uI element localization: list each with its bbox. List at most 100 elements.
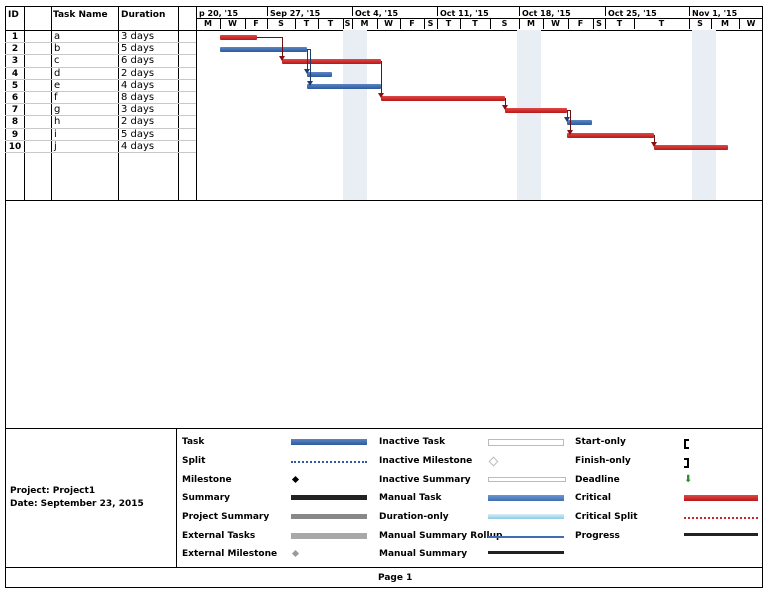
critical-split-legend-icon [684,517,758,519]
day-divider [343,18,344,29]
task-id[interactable]: 8 [11,117,19,128]
arrow-icon [378,93,384,98]
legend-label: Project Summary [182,512,270,522]
row-divider [5,42,196,44]
week-divider [519,6,520,16]
week-divider [352,6,353,16]
project-name: Project: Project1 [10,486,96,496]
day-label: M [527,19,535,28]
task-duration[interactable]: 5 days [121,128,155,140]
gantt-bar-c[interactable] [282,59,381,65]
dependency-link [257,37,283,58]
day-label: F [577,19,584,28]
task-duration[interactable]: 8 days [121,92,155,103]
finish-only-legend-icon [684,458,689,468]
task-id[interactable]: 1 [11,32,19,42]
project-summary-legend-icon [291,514,367,519]
week-label: Oct 25, '15 [608,9,657,18]
arrow-icon [279,56,285,62]
task-name[interactable]: a [54,31,61,42]
gantt-bar-b[interactable] [220,47,307,53]
day-divider [490,18,491,29]
day-divider [245,18,246,29]
row-divider [5,91,196,92]
legend-label: Inactive Summary [379,475,471,485]
day-divider [543,18,544,29]
dependency-link [567,110,571,131]
task-duration[interactable]: 2 days [121,116,155,128]
day-label: W [551,19,560,28]
gantt-bar-g[interactable] [505,108,567,114]
duration-column-header[interactable]: Duration [121,10,166,20]
gantt-bar-i[interactable] [567,132,654,138]
task-id[interactable]: 3 [11,56,19,67]
task-duration[interactable]: 4 days [121,79,155,91]
week-divider [267,6,268,16]
legend-label: Critical Split [575,512,638,522]
task-duration[interactable]: 6 days [121,55,155,67]
task-id[interactable]: 6 [11,93,19,103]
id-column-border [24,6,25,200]
legend-label: Inactive Task [379,437,446,447]
day-divider [568,18,569,29]
table-right-border [178,6,179,200]
day-label: S [596,19,602,28]
task-id[interactable]: 10 [8,141,22,152]
day-label: W [746,19,756,28]
arrow-icon [651,141,657,147]
arrow-icon [307,80,313,86]
task-duration[interactable]: 4 days [121,140,155,152]
day-label: S [344,19,351,28]
gantt-bar-h[interactable] [567,120,592,126]
day-label: T [472,19,478,28]
dependency-link [307,49,311,82]
summary-legend-icon [291,495,367,500]
task-id[interactable]: 2 [11,44,19,55]
task-id[interactable]: 9 [11,129,19,140]
arrow-icon [502,105,508,111]
task-duration[interactable]: 3 days [121,104,155,116]
id-column-header[interactable]: ID [8,10,19,20]
task-name[interactable]: d [54,67,61,79]
legend-label: Duration-only [379,512,449,522]
task-name[interactable]: h [54,116,61,128]
page-number: Page 1 [378,573,413,583]
task-name[interactable]: j [54,140,57,152]
row-divider [5,139,196,141]
project-date: Date: September 23, 2015 [10,499,144,509]
gantt-bar-d[interactable] [307,71,332,77]
day-label: S [278,19,284,28]
legend-label: Critical [575,493,612,503]
task-name[interactable]: c [54,55,60,67]
day-divider [424,18,425,29]
row-divider [5,115,196,117]
legend-label: Summary [182,493,231,503]
day-divider [689,18,690,29]
task-id[interactable]: 7 [11,105,19,116]
weekend-shade [517,30,541,200]
task-name[interactable]: i [54,128,57,140]
gantt-bar-a[interactable] [220,35,257,40]
gantt-bar-j[interactable] [654,144,728,150]
task-name[interactable]: b [54,43,61,55]
task-name[interactable]: e [54,79,61,91]
task-duration[interactable]: 2 days [121,67,155,79]
gantt-bar-f[interactable] [381,96,505,101]
dependency-link [381,61,382,94]
row-divider [5,66,196,68]
task-name-column-header[interactable]: Task Name [53,10,108,20]
task-duration[interactable]: 5 days [121,43,155,55]
task-name[interactable]: g [54,104,61,116]
arrow-icon [567,129,573,135]
day-divider [519,18,520,29]
weekend-shade [343,30,367,200]
task-name[interactable]: f [54,92,58,103]
arrow-icon [564,117,570,123]
chart-left-border [196,6,197,200]
week-divider [689,6,690,16]
legend-label: Manual Summary Rollup [379,531,503,541]
task-id[interactable]: 5 [11,80,19,91]
task-duration[interactable]: 3 days [121,31,155,42]
task-id[interactable]: 4 [11,68,19,79]
gantt-bar-e[interactable] [307,83,381,89]
